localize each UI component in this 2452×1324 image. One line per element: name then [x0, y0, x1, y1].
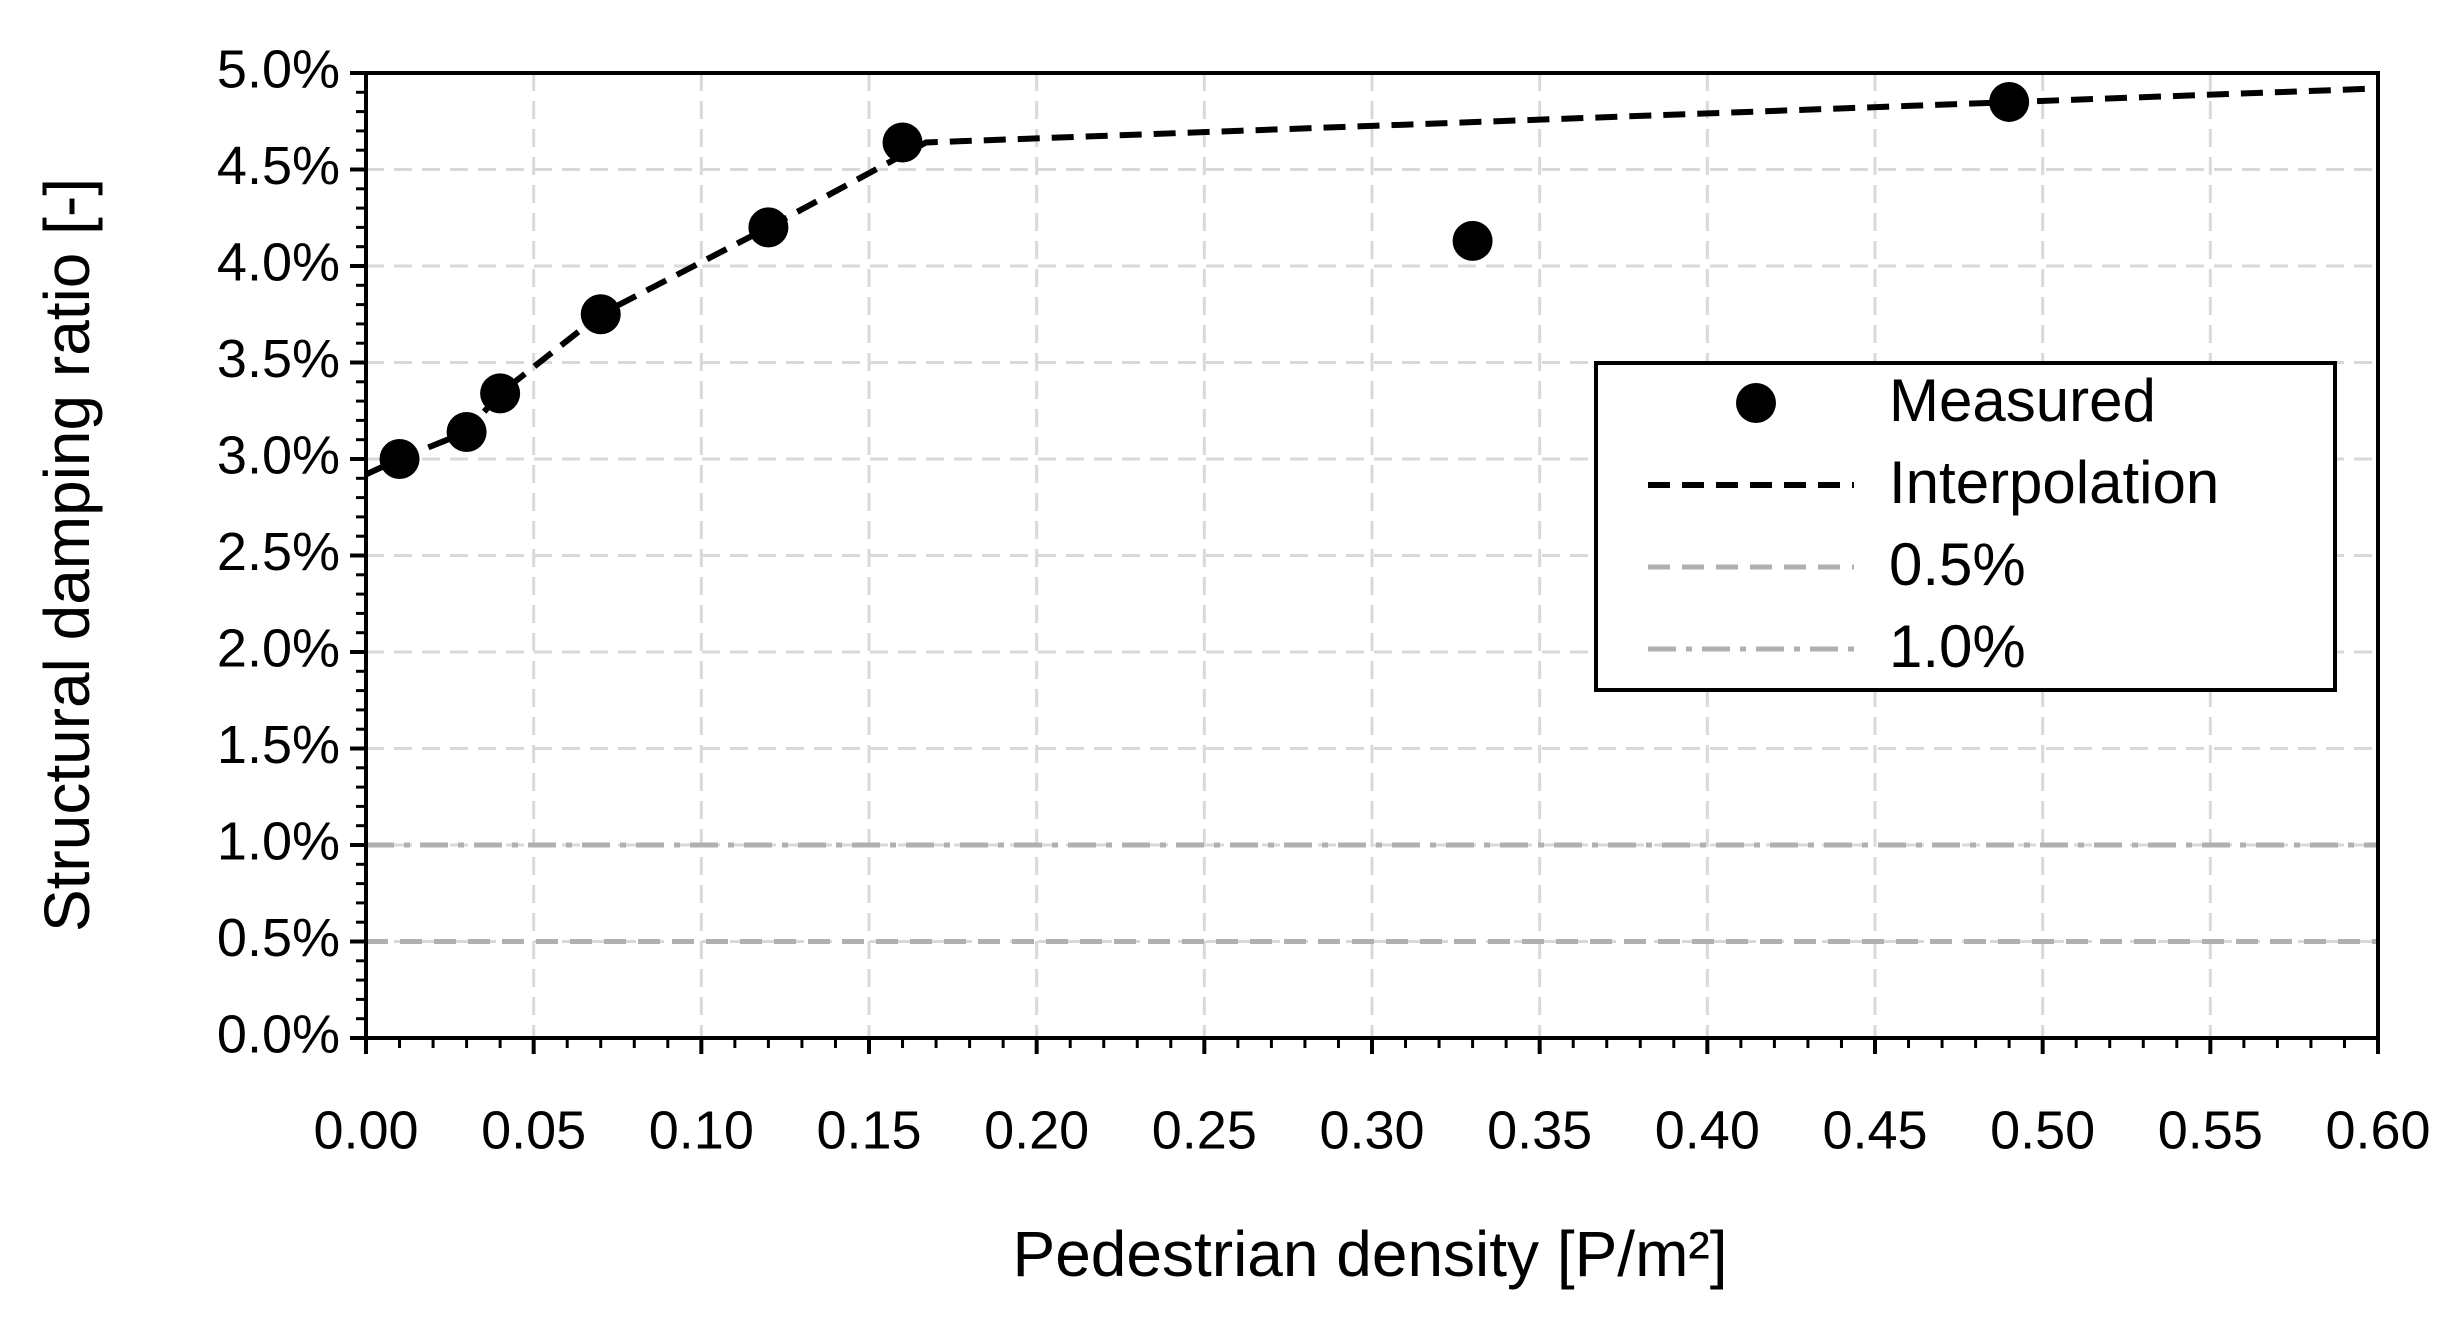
x-tick-label: 0.60: [2325, 1100, 2430, 1160]
y-tick-label: 4.5%: [217, 136, 340, 196]
x-tick-label: 0.15: [816, 1100, 921, 1160]
x-tick-label: 0.55: [2158, 1100, 2263, 1160]
y-tick-label: 2.5%: [217, 522, 340, 582]
y-tick-label: 0.0%: [217, 1004, 340, 1064]
x-tick-label: 0.50: [1990, 1100, 2095, 1160]
x-tick-label: 0.05: [481, 1100, 586, 1160]
x-tick-label: 0.35: [1487, 1100, 1592, 1160]
y-tick-label: 5.0%: [217, 39, 340, 99]
legend-label: 0.5%: [1889, 531, 2026, 598]
x-axis-label: Pedestrian density [P/m²]: [1013, 1218, 1728, 1290]
legend-label: Measured: [1889, 367, 2156, 434]
legend-box: [1594, 361, 2337, 692]
legend-label: Interpolation: [1889, 449, 2219, 516]
plot-frame: [364, 71, 2380, 1040]
y-axis-label: Structural damping ratio [-]: [31, 178, 103, 932]
data-point: [480, 373, 521, 414]
x-tick-label: 0.25: [1152, 1100, 1257, 1160]
x-tick-label: 0.45: [1822, 1100, 1927, 1160]
y-tick-label: 4.0%: [217, 232, 340, 292]
data-point: [1989, 81, 2030, 122]
y-tick-label: 3.0%: [217, 425, 340, 485]
data-point: [882, 122, 923, 163]
data-point: [379, 439, 420, 479]
y-tick-label: 1.5%: [217, 715, 340, 775]
data-point: [748, 207, 789, 248]
y-tick-label: 3.5%: [217, 329, 340, 389]
data-point: [1452, 220, 1493, 261]
x-tick-label: 0.30: [1319, 1100, 1424, 1160]
x-tick-label: 0.00: [313, 1100, 418, 1160]
legend-label: 1.0%: [1889, 613, 2026, 680]
y-tick-label: 1.0%: [217, 811, 340, 871]
data-point: [446, 411, 487, 452]
x-tick-label: 0.10: [649, 1100, 754, 1160]
x-tick-label: 0.40: [1655, 1100, 1760, 1160]
y-tick-label: 0.5%: [217, 908, 340, 968]
data-point: [580, 294, 621, 335]
x-tick-label: 0.20: [984, 1100, 1089, 1160]
legend-marker: [1736, 383, 1776, 423]
y-tick-label: 2.0%: [217, 618, 340, 678]
